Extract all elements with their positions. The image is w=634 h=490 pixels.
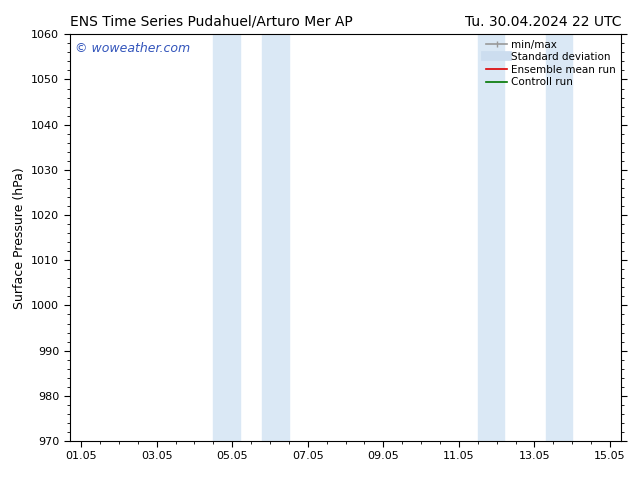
- Bar: [478, 34, 504, 441]
- Text: ENS Time Series Pudahuel/Arturo Mer AP: ENS Time Series Pudahuel/Arturo Mer AP: [70, 15, 353, 29]
- Y-axis label: Surface Pressure (hPa): Surface Pressure (hPa): [13, 167, 25, 309]
- Legend: min/max, Standard deviation, Ensemble mean run, Controll run: min/max, Standard deviation, Ensemble me…: [484, 37, 618, 89]
- Text: © woweather.com: © woweather.com: [75, 43, 190, 55]
- Bar: [213, 34, 240, 441]
- Text: Tu. 30.04.2024 22 UTC: Tu. 30.04.2024 22 UTC: [465, 15, 621, 29]
- Bar: [546, 34, 573, 441]
- Bar: [262, 34, 289, 441]
